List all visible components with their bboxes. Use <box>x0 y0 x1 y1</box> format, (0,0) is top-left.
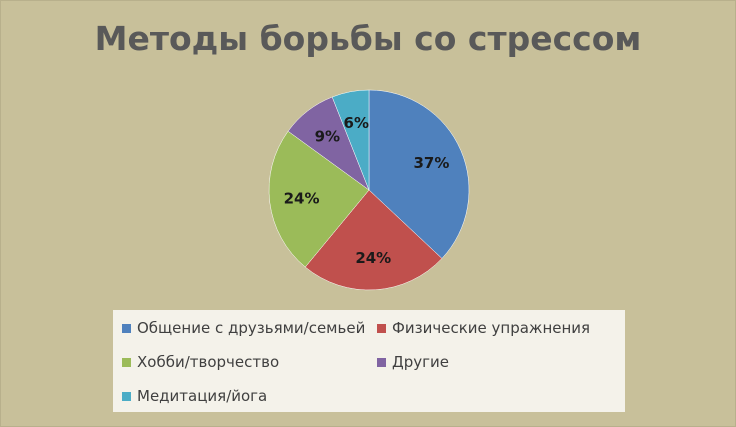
legend-swatch-hobby <box>122 357 131 367</box>
legend-swatch-other <box>377 357 386 367</box>
legend-entry-friends-family: Общение с друзьями/семьей <box>122 319 365 337</box>
legend-label-friends-family: Общение с друзьями/семьей <box>137 319 366 337</box>
data-label-friends-family: 37% <box>413 154 449 172</box>
pie-slice-meditation <box>331 89 370 191</box>
pie-slice-friends-family <box>368 89 470 259</box>
legend-label-meditation: Медитация/йога <box>137 387 268 405</box>
legend-label-hobby: Хобби/творчество <box>137 353 280 371</box>
data-label-hobby: 24% <box>284 190 320 208</box>
legend-entry-other: Другие <box>377 353 449 371</box>
legend-label-exercise: Физические упражнения <box>392 319 591 337</box>
legend-swatch-meditation <box>122 391 131 401</box>
legend-swatch-friends-family <box>122 323 131 333</box>
legend-entry-hobby: Хобби/творчество <box>122 353 279 371</box>
legend: Общение с друзьями/семьей Физические упр… <box>113 310 625 412</box>
data-label-exercise: 24% <box>355 249 391 267</box>
legend-entry-meditation: Медитация/йога <box>122 387 267 405</box>
pie-slice-hobby <box>268 130 370 268</box>
legend-entry-exercise: Физические упражнения <box>377 319 590 337</box>
chart-title: Методы борьбы со стрессом <box>94 19 642 58</box>
data-label-other: 9% <box>315 127 340 145</box>
legend-swatch-exercise <box>377 323 386 333</box>
legend-label-other: Другие <box>392 353 449 371</box>
data-label-meditation: 6% <box>344 114 369 132</box>
pie-slice-exercise <box>304 189 443 291</box>
